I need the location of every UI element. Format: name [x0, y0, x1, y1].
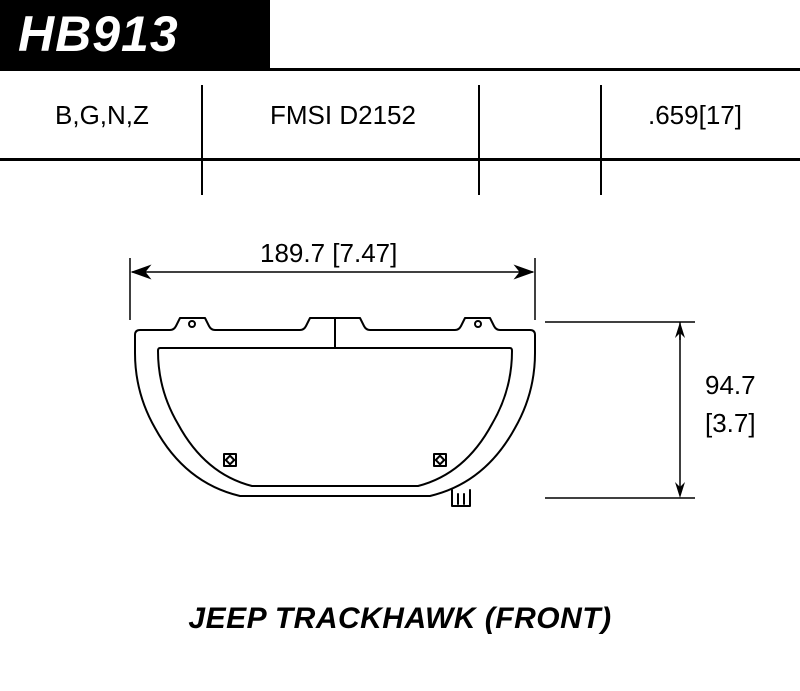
height-dim-mm: 94.7	[705, 370, 756, 401]
height-dim-in: [3.7]	[705, 408, 756, 439]
caption: JEEP TRACKHAWK (FRONT)	[0, 602, 800, 636]
pad-outline	[130, 318, 540, 508]
width-dim-label: 189.7 [7.47]	[260, 238, 397, 269]
